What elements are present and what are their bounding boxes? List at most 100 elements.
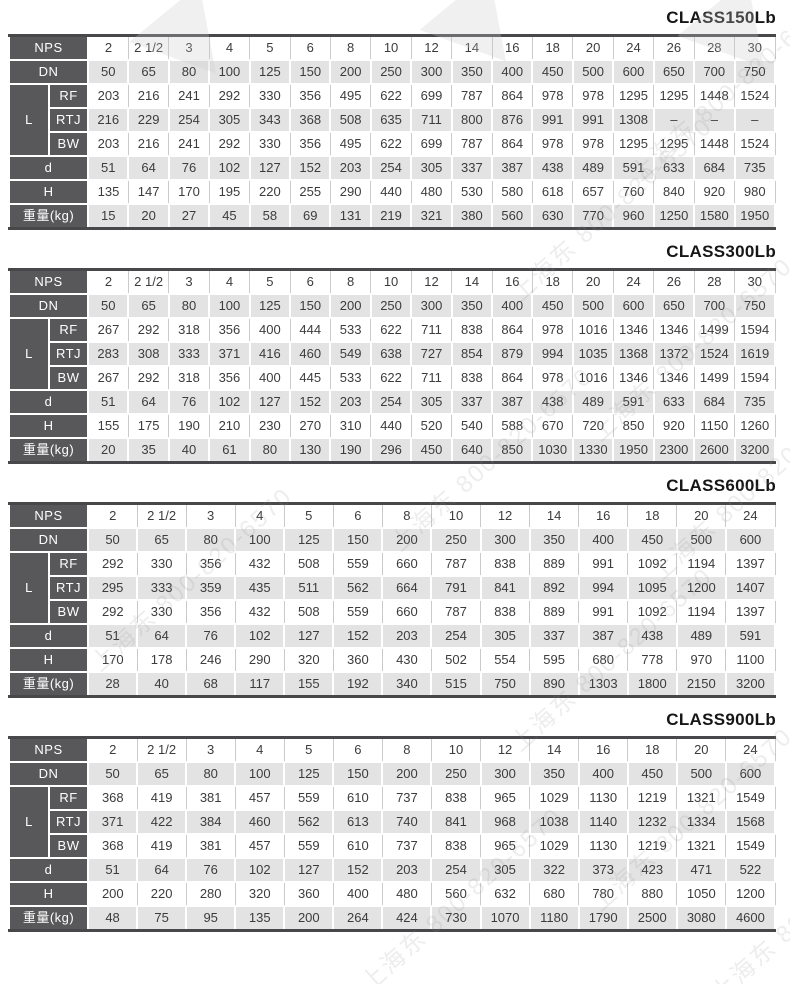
table-row-weight: 重量(kg) 15 20 27 45 58 69 131 219 321 380 560 630 770 9… [7, 203, 777, 230]
rf-value-cell: 559 [332, 551, 383, 577]
weight-value-cell: 135 [234, 905, 286, 932]
bw-value-cell: 1594 [734, 365, 776, 391]
d-value-cell: 489 [571, 155, 615, 181]
nps-value-cell: 12 [410, 269, 453, 295]
dn-value-cell: 50 [87, 293, 130, 319]
h-value-cell: 778 [627, 647, 678, 673]
d-value-cell: 254 [430, 857, 482, 883]
weight-value-cell: 3080 [675, 905, 727, 932]
nps-value-cell: 3 [185, 503, 236, 529]
rf-value-cell: 381 [185, 785, 236, 811]
dn-value-cell: 700 [693, 59, 736, 85]
nps-value-cell: 14 [451, 35, 493, 61]
rtj-value-cell: 613 [332, 809, 384, 835]
rtj-value-cell: 1308 [612, 107, 655, 133]
d-value-cell: 684 [693, 155, 736, 181]
bw-value-cell: 838 [480, 599, 531, 625]
rtj-value-cell: 994 [531, 341, 574, 367]
d-value-cell: 387 [577, 623, 629, 649]
rtj-value-cell: 1524 [693, 341, 736, 367]
rtj-value-cell: 1038 [528, 809, 580, 835]
d-value-cell: 203 [381, 857, 433, 883]
bw-value-cell: 559 [332, 599, 383, 625]
weight-value-cell: 40 [136, 671, 188, 698]
d-value-cell: 254 [369, 155, 413, 181]
h-value-cell: 190 [168, 413, 210, 439]
rtj-value-cell: 1200 [675, 575, 727, 601]
weight-value-cell: 130 [289, 437, 332, 464]
d-value-cell: 76 [185, 857, 237, 883]
h-value-cell: 320 [234, 881, 285, 907]
rf-value-cell: 1092 [627, 551, 678, 577]
d-value-cell: 64 [136, 857, 188, 883]
d-value-cell: 489 [571, 389, 615, 415]
bw-value-cell: 432 [234, 599, 285, 625]
rf-value-cell: 559 [283, 785, 334, 811]
d-value-cell: 387 [491, 389, 534, 415]
weight-value-cell: 1303 [577, 671, 629, 698]
row-label-dn: DN [7, 527, 90, 553]
rtj-value-cell: 664 [381, 575, 433, 601]
d-value-cell: 127 [283, 857, 335, 883]
nps-value-cell: 28 [693, 269, 736, 295]
h-value-cell: 554 [480, 647, 531, 673]
dn-value-cell: 250 [369, 59, 413, 85]
table-row-bw: BW 292 330 356 432 508 559 660 787 838 889 991 1092 1… [9, 599, 776, 625]
weight-value-cell: 770 [571, 203, 615, 230]
dn-value-cell: 65 [127, 293, 170, 319]
bw-value-cell: 1194 [676, 599, 727, 625]
dn-value-cell: 200 [381, 527, 433, 553]
dn-value-cell: 600 [724, 527, 777, 553]
weight-value-cell: 48 [87, 905, 139, 932]
class-section: CLASS900Lb NPS 2 2 1/2 3 4 5 6 8 10 12 14 16 18 20 24 DN… [7, 710, 777, 932]
h-value-cell: 290 [329, 179, 372, 205]
d-value-cell: 305 [479, 857, 531, 883]
dn-value-cell: 750 [733, 59, 777, 85]
row-label-rf: RF [47, 317, 90, 343]
rf-value-cell: 864 [491, 83, 533, 109]
nps-value-cell: 10 [430, 737, 482, 763]
rtj-value-cell: 968 [479, 809, 531, 835]
weight-value-cell: 3200 [733, 437, 777, 464]
d-value-cell: 127 [283, 623, 335, 649]
weight-value-cell: 27 [167, 203, 211, 230]
class-title: CLASS900Lb [666, 710, 776, 729]
dn-value-cell: 300 [410, 293, 453, 319]
dn-value-cell: 200 [329, 293, 372, 319]
rf-value-cell: 292 [127, 317, 170, 343]
dn-value-cell: 500 [571, 59, 615, 85]
rtj-value-cell: 1095 [626, 575, 678, 601]
bw-value-cell: 330 [136, 599, 187, 625]
d-value-cell: 64 [127, 389, 170, 415]
weight-value-cell: 850 [491, 437, 534, 464]
h-value-cell: 657 [572, 179, 614, 205]
dn-value-cell: 65 [136, 761, 188, 787]
nps-value-cell: 6 [289, 35, 331, 61]
h-value-cell: 147 [127, 179, 170, 205]
rf-value-cell: 457 [234, 785, 285, 811]
dn-value-cell: 250 [430, 527, 482, 553]
h-value-cell: 255 [289, 179, 331, 205]
bw-value-cell: 965 [480, 833, 531, 859]
rtj-value-cell: 1232 [626, 809, 678, 835]
d-value-cell: 684 [693, 389, 736, 415]
bw-value-cell: 1130 [578, 833, 629, 859]
dn-value-cell: 100 [208, 293, 251, 319]
table-row-bw: BW 203 216 241 292 330 356 495 622 699 787 864 978 97… [9, 131, 776, 157]
table-row-dn: DN 50 65 80 100 125 150 200 250 300 350 400 450 500 60… [7, 761, 777, 787]
nps-value-cell: 2 [87, 503, 138, 529]
dn-value-cell: 400 [577, 761, 629, 787]
h-value-cell: 480 [381, 881, 432, 907]
h-value-cell: 880 [627, 881, 678, 907]
table-row-bw: BW 368 419 381 457 559 610 737 838 965 1029 1130 121… [9, 833, 776, 859]
d-value-cell: 254 [369, 389, 413, 415]
h-value-cell: 400 [332, 881, 383, 907]
dn-value-cell: 125 [283, 761, 335, 787]
d-value-cell: 64 [136, 623, 188, 649]
h-value-cell: 970 [676, 647, 727, 673]
d-value-cell: 735 [733, 389, 777, 415]
table-row-nps: NPS 2 2 1/2 3 4 5 6 8 10 12 14 16 18 20 24 [7, 736, 776, 763]
rtj-value-cell: 416 [248, 341, 292, 367]
rf-value-cell: 622 [370, 83, 412, 109]
table-row-rtj: RTJ 371 422 384 460 562 613 740 841 968 1038 1140 12… [9, 809, 777, 835]
